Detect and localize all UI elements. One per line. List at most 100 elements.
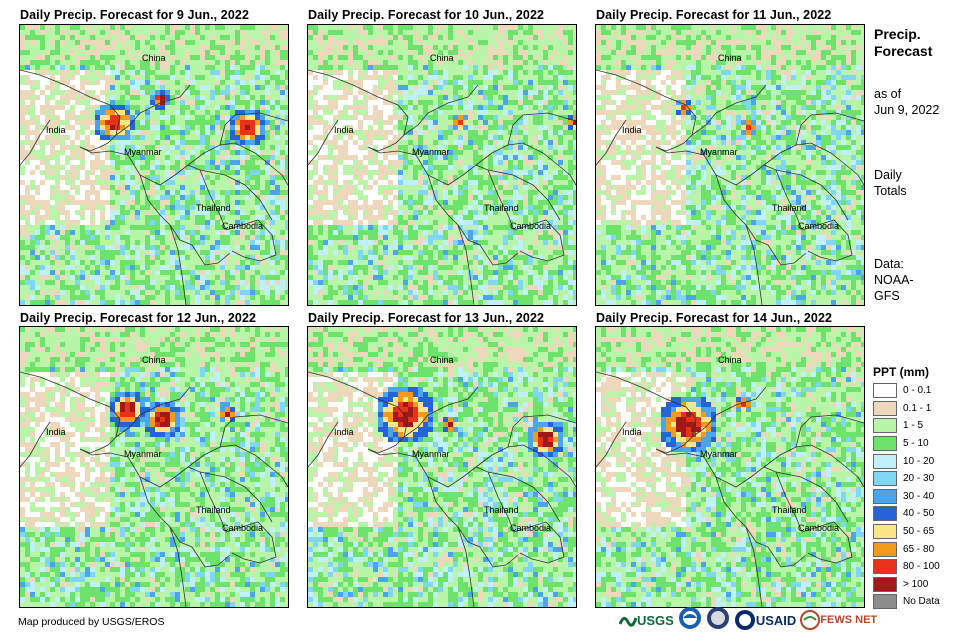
side-title: Precip. Forecast xyxy=(874,26,933,59)
border-line xyxy=(403,386,479,438)
precip-raster xyxy=(596,25,864,305)
dos-seal xyxy=(706,606,730,635)
border-line xyxy=(507,112,576,146)
legend-label: 30 - 40 xyxy=(903,490,935,502)
legend-item: 40 - 50 xyxy=(873,505,940,523)
border-line xyxy=(795,414,864,448)
panel-title: Daily Precip. Forecast for 9 Jun., 2022 xyxy=(20,8,249,22)
legend: PPT (mm) 0 - 0.1 0.1 - 1 1 - 5 5 - 10 10 - 2… xyxy=(873,365,940,611)
precip-raster xyxy=(20,327,288,607)
legend-item: No Data xyxy=(873,593,940,611)
forecast-map: China India Myanmar Thailand Cambodia xyxy=(307,326,577,608)
forecast-map: China India Myanmar Thailand Cambodia xyxy=(595,326,865,608)
panel-title: Daily Precip. Forecast for 12 Jun., 2022 xyxy=(20,311,257,325)
place-label-china: China xyxy=(142,355,166,365)
place-label-china: China xyxy=(430,355,454,365)
legend-swatch xyxy=(873,524,897,540)
legend-label: 20 - 30 xyxy=(903,473,935,485)
border-line xyxy=(225,219,277,262)
border-line xyxy=(745,224,807,266)
border-line xyxy=(596,119,627,166)
legend-swatch xyxy=(873,488,897,504)
border-line xyxy=(308,119,339,166)
legend-item: 1 - 5 xyxy=(873,417,940,435)
fewsnet-logo: FEWS NET xyxy=(800,610,877,630)
place-label-india: India xyxy=(334,125,354,135)
place-label-china: China xyxy=(430,53,454,63)
border-line xyxy=(513,521,565,564)
usaid-logo: USAID xyxy=(734,609,796,631)
place-label-cambodia: Cambodia xyxy=(510,221,552,231)
border-line xyxy=(715,164,803,231)
place-label-myanmar: Myanmar xyxy=(700,449,738,459)
border-line xyxy=(219,112,288,146)
place-label-thailand: Thailand xyxy=(484,505,519,515)
legend-item: 65 - 80 xyxy=(873,540,940,558)
border-line xyxy=(367,448,475,607)
forecast-map: China India Myanmar Thailand Cambodia xyxy=(19,24,289,306)
border-line xyxy=(199,169,273,221)
place-label-thailand: Thailand xyxy=(772,505,807,515)
legend-label: 65 - 80 xyxy=(903,543,935,555)
border-line xyxy=(427,466,515,533)
legend-label: 10 - 20 xyxy=(903,455,935,467)
place-label-cambodia: Cambodia xyxy=(798,221,840,231)
place-label-china: China xyxy=(718,355,742,365)
panel-title: Daily Precip. Forecast for 14 Jun., 2022 xyxy=(596,311,833,325)
agency-logos: USGS USAID FEWS NET xyxy=(619,606,877,634)
border-line xyxy=(487,471,561,523)
place-label-myanmar: Myanmar xyxy=(412,147,450,157)
border-line xyxy=(775,169,849,221)
border-line xyxy=(187,444,288,488)
place-label-thailand: Thailand xyxy=(196,505,231,515)
border-line xyxy=(801,219,853,262)
legend-swatch xyxy=(873,594,897,610)
precip-raster xyxy=(20,25,288,305)
place-label-india: India xyxy=(622,125,642,135)
panel-title: Daily Precip. Forecast for 10 Jun., 2022 xyxy=(308,8,545,22)
border-line xyxy=(457,224,519,266)
forecast-map: China India Myanmar Thailand Cambodia xyxy=(19,326,289,608)
place-label-cambodia: Cambodia xyxy=(798,523,840,533)
border-line xyxy=(169,224,231,266)
legend-label: 5 - 10 xyxy=(903,438,929,450)
border-line xyxy=(457,526,519,568)
legend-swatch xyxy=(873,576,897,592)
border-line xyxy=(20,69,121,152)
border-line xyxy=(20,119,51,166)
border-line xyxy=(219,414,288,448)
place-label-india: India xyxy=(46,125,66,135)
legend-label: 1 - 5 xyxy=(903,420,924,432)
legend-swatch xyxy=(873,471,897,487)
legend-item: 10 - 20 xyxy=(873,452,940,470)
place-label-myanmar: Myanmar xyxy=(124,147,162,157)
border-line xyxy=(20,421,51,468)
border-line xyxy=(139,164,227,231)
border-line xyxy=(513,219,565,262)
place-label-china: China xyxy=(718,53,742,63)
legend-label: 50 - 65 xyxy=(903,526,935,538)
border-line xyxy=(187,142,288,186)
place-label-china: China xyxy=(142,53,166,63)
precip-raster xyxy=(308,327,576,607)
place-label-india: India xyxy=(46,427,66,437)
border-line xyxy=(507,414,576,448)
place-label-myanmar: Myanmar xyxy=(412,449,450,459)
border-line xyxy=(115,386,191,438)
legend-label: 0.1 - 1 xyxy=(903,402,932,414)
border-line xyxy=(308,421,339,468)
border-line xyxy=(655,146,763,305)
credit-text: Map produced by USGS/EROS xyxy=(18,616,165,628)
border-line xyxy=(801,521,853,564)
legend-item: 0.1 - 1 xyxy=(873,400,940,418)
legend-label: 0 - 0.1 xyxy=(903,385,932,397)
border-line xyxy=(475,444,576,488)
border-line xyxy=(308,69,409,152)
border-line xyxy=(691,84,767,136)
panel-title: Daily Precip. Forecast for 11 Jun., 2022 xyxy=(596,8,832,22)
border-line xyxy=(596,69,697,152)
border-line xyxy=(763,142,864,186)
legend-swatch xyxy=(873,383,897,399)
place-label-cambodia: Cambodia xyxy=(222,221,264,231)
border-line xyxy=(745,526,807,568)
